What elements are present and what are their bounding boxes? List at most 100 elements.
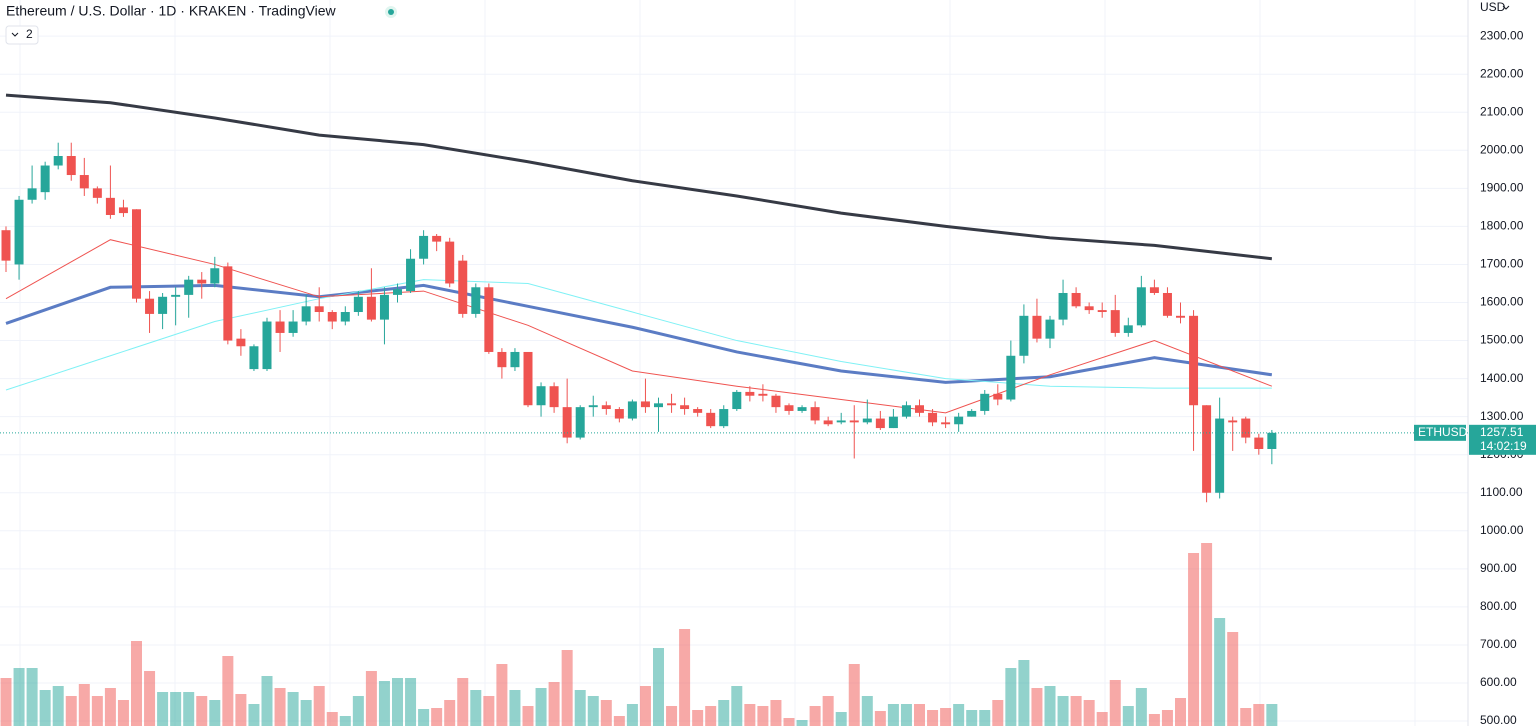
volume-bar [1253,704,1265,726]
candle-body [1254,437,1264,449]
candle-body [980,393,990,411]
y-tick-label: 700.00 [1480,637,1517,651]
volume-bar [653,648,664,726]
y-tick-label: 1700.00 [1480,257,1524,271]
symbol-tag [1414,424,1466,441]
candle-body [471,287,481,314]
y-tick-label: 2200.00 [1480,66,1524,80]
candle-body [680,405,690,410]
candle-body [1241,418,1251,438]
candle-body [888,416,898,429]
candle-body [1084,306,1094,311]
candle-body [915,405,924,413]
volume-bar [1018,660,1030,726]
volume-bar [848,664,860,726]
candle-body [53,156,63,166]
volume-bar [183,692,195,726]
candle-body [758,393,768,396]
volume-bar [248,704,260,726]
volume-bar [313,686,325,726]
candle-body [1006,355,1016,400]
candle-body [993,393,1003,400]
candle-body [745,391,755,396]
candle-body [145,298,155,314]
volume-bar [144,671,156,726]
volume-bar [392,678,403,726]
volume-bar [26,668,38,726]
candle-body [301,306,311,322]
volume-bar [953,704,965,726]
volume-bar [13,668,25,726]
candle-body [823,420,833,425]
y-tick-label: 1500.00 [1480,333,1524,347]
candle-body [158,296,168,314]
volume-bar [104,688,116,726]
volume-bar [91,696,103,726]
volume-bar [365,671,377,726]
candle-body [366,296,376,320]
volume-bar [196,696,208,726]
candle-body [1176,315,1185,318]
candle-body [184,279,194,295]
candle-body [484,287,494,352]
candle-body [549,386,559,408]
volume-bar [809,706,821,726]
volume-bar [0,678,12,726]
candle-body [1032,315,1042,339]
volume-bar [405,678,417,726]
volume-bar [626,704,638,726]
candle-body [171,294,181,297]
candle-body [14,199,24,265]
volume-bar [770,700,782,726]
volume-bar [39,690,51,726]
y-tick-label: 1900.00 [1480,181,1524,195]
volume-bar [574,690,586,726]
volume-bar [796,720,808,726]
y-tick-label: 600.00 [1480,675,1517,689]
volume-bar [600,700,612,726]
volume-bar [1057,696,1069,726]
y-tick-label: 1300.00 [1480,409,1524,423]
y-tick-label: 800.00 [1480,599,1517,613]
moving-average [5,279,1272,391]
candle-body [901,405,911,417]
candle-body [667,403,677,406]
volume-bar [1214,618,1226,726]
candle-body [327,312,337,322]
volume-bar [783,718,795,726]
volume-bar [378,681,390,726]
volume-bar [966,710,978,726]
volume-bar [1096,712,1108,726]
volume-bar [352,696,364,726]
candle-body [836,420,846,423]
candle-body [575,407,585,438]
candle-body [693,409,703,413]
volume-bar [1109,680,1121,726]
volume-bar [1005,668,1017,726]
volume-bar [1083,700,1095,726]
volume-bar [705,706,717,726]
volume-bar [874,711,886,726]
moving-average [5,93,1273,261]
symbol-label: ETHUSD [1418,425,1468,439]
volume-bar [535,688,547,726]
volume-bar [457,678,469,726]
candle-body [223,266,233,341]
volume-bar [561,650,573,726]
volume-bar [274,688,286,726]
toggle-caret [11,32,19,37]
candle-body [262,321,272,370]
volume-bar [1227,632,1239,726]
volume-bar [887,704,899,726]
volume-bar [339,716,351,726]
candle-body [118,207,128,214]
candle-body [797,407,807,411]
candle-body [79,175,89,189]
candle-body [954,416,964,425]
y-tick-label: 1600.00 [1480,295,1524,309]
indicator-toggle[interactable] [5,25,39,45]
volume-bar [52,686,64,726]
y-tick-label: 1400.00 [1480,371,1524,385]
candle-body [1123,325,1133,333]
